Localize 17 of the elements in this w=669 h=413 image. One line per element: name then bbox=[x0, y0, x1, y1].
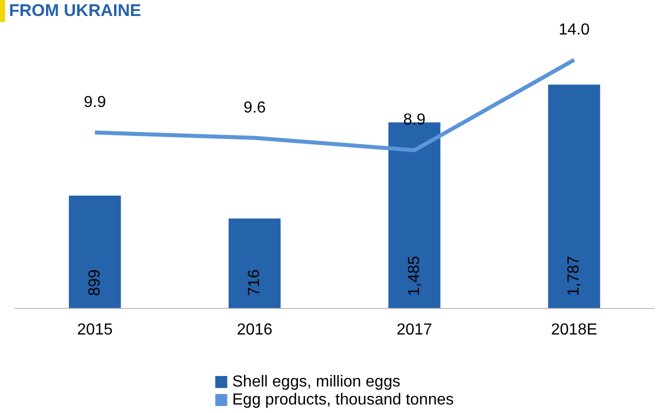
data-label: 9.6 bbox=[244, 99, 266, 116]
legend-label: Egg products, thousand tonnes bbox=[232, 392, 454, 408]
bar bbox=[228, 218, 281, 308]
legend-label: Shell eggs, million eggs bbox=[232, 374, 400, 390]
x-tick-label: 2015 bbox=[77, 322, 113, 338]
data-label: 1,787 bbox=[566, 256, 583, 296]
data-label: 716 bbox=[246, 269, 264, 296]
bar bbox=[68, 196, 121, 308]
data-label: 1,485 bbox=[406, 256, 423, 296]
data-label: 14.0 bbox=[558, 21, 590, 38]
chart-title: FROM UKRAINE bbox=[9, 1, 142, 21]
data-label: 899 bbox=[86, 269, 104, 296]
x-tick-label: 2016 bbox=[236, 322, 273, 338]
x-tick-label: 2018E bbox=[550, 322, 598, 338]
x-tick-label: 2017 bbox=[396, 322, 432, 338]
data-label: 9.9 bbox=[84, 94, 106, 112]
bar bbox=[548, 84, 600, 308]
